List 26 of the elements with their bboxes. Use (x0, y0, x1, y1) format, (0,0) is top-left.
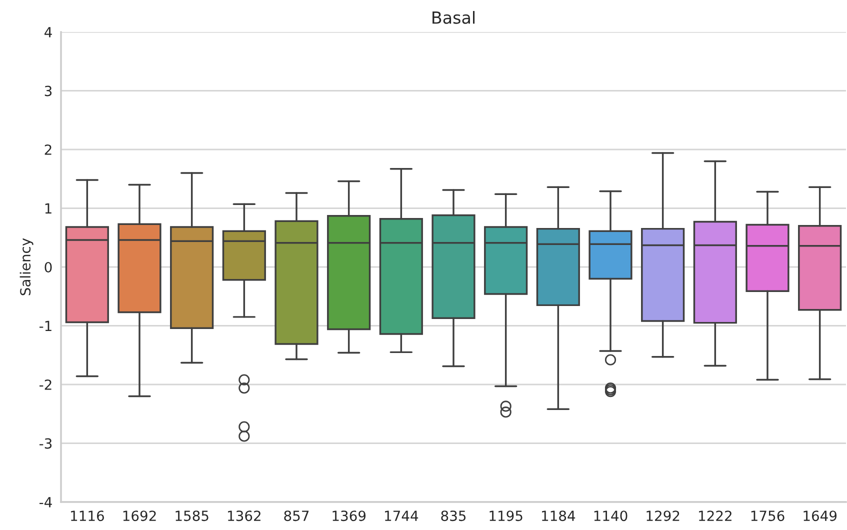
x-tick-label: 1195 (490, 510, 522, 522)
y-tick-label: 2 (44, 144, 52, 155)
y-tick-label: 1 (45, 203, 52, 214)
x-tick-label: 1292 (646, 510, 680, 522)
x-tick-label: 1116 (71, 510, 104, 522)
x-tick-label: 1744 (385, 510, 418, 521)
y-tick-label: -2 (40, 379, 52, 390)
y-tick-label: 4 (44, 27, 52, 38)
x-tick-label: 1362 (228, 510, 260, 522)
x-tick-label: 835 (441, 510, 466, 522)
x-tick-label: 1756 (751, 510, 784, 522)
y-tick-label: 3 (44, 86, 52, 96)
chart-title: Basal (432, 11, 475, 24)
x-tick-label: 1222 (699, 510, 732, 521)
y-tick-label: -1 (40, 320, 52, 332)
x-tick-label: 1184 (542, 510, 576, 522)
x-tick-label: 1140 (594, 510, 628, 522)
x-tick-label: 1692 (123, 510, 156, 522)
x-tick-label: 1369 (332, 510, 366, 522)
x-tick-label: 1649 (804, 510, 837, 522)
y-tick-label: -4 (40, 497, 52, 508)
y-axis-title: Saliency (20, 238, 34, 296)
y-tick-label: -3 (40, 438, 52, 449)
y-tick-label: 0 (44, 262, 52, 272)
x-tick-label: 857 (284, 510, 309, 522)
x-tick-label: 1585 (176, 510, 208, 522)
